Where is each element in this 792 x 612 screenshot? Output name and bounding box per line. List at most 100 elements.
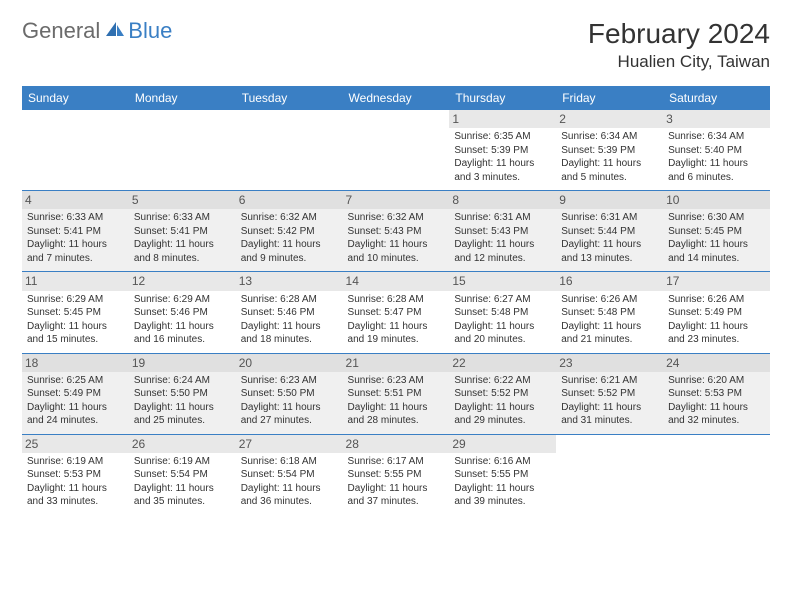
daylight-text: Daylight: 11 hours	[134, 482, 231, 496]
logo-text-blue: Blue	[128, 18, 172, 44]
calendar-table: SundayMondayTuesdayWednesdayThursdayFrid…	[22, 86, 770, 515]
weekday-header: Friday	[556, 86, 663, 110]
day-number: 16	[556, 272, 663, 290]
sunrise-text: Sunrise: 6:29 AM	[134, 293, 231, 307]
day-number: 12	[129, 272, 236, 290]
calendar-week: 11Sunrise: 6:29 AMSunset: 5:45 PMDayligh…	[22, 272, 770, 353]
daylight-text: Daylight: 11 hours	[454, 238, 551, 252]
day-number: 4	[22, 191, 129, 209]
day-number: 11	[22, 272, 129, 290]
sunset-text: Sunset: 5:49 PM	[27, 387, 124, 401]
day-number: 14	[343, 272, 450, 290]
daylight-text: Daylight: 11 hours	[668, 157, 765, 171]
day-number: 22	[449, 354, 556, 372]
calendar-day: 24Sunrise: 6:20 AMSunset: 5:53 PMDayligh…	[663, 353, 770, 434]
daylight-text: Daylight: 11 hours	[348, 320, 445, 334]
sunset-text: Sunset: 5:54 PM	[241, 468, 338, 482]
daylight-text: Daylight: 11 hours	[348, 238, 445, 252]
calendar-day: 23Sunrise: 6:21 AMSunset: 5:52 PMDayligh…	[556, 353, 663, 434]
calendar-day: 4Sunrise: 6:33 AMSunset: 5:41 PMDaylight…	[22, 191, 129, 272]
daylight-text: and 25 minutes.	[134, 414, 231, 428]
sunset-text: Sunset: 5:55 PM	[454, 468, 551, 482]
calendar-day: 19Sunrise: 6:24 AMSunset: 5:50 PMDayligh…	[129, 353, 236, 434]
weekday-header: Sunday	[22, 86, 129, 110]
daylight-text: and 10 minutes.	[348, 252, 445, 266]
month-title: February 2024	[588, 18, 770, 50]
daylight-text: Daylight: 11 hours	[561, 157, 658, 171]
daylight-text: and 35 minutes.	[134, 495, 231, 509]
sunrise-text: Sunrise: 6:33 AM	[134, 211, 231, 225]
sunset-text: Sunset: 5:55 PM	[348, 468, 445, 482]
sunrise-text: Sunrise: 6:21 AM	[561, 374, 658, 388]
day-number: 26	[129, 435, 236, 453]
sunset-text: Sunset: 5:53 PM	[27, 468, 124, 482]
day-number: 7	[343, 191, 450, 209]
daylight-text: Daylight: 11 hours	[348, 401, 445, 415]
calendar-day: 1Sunrise: 6:35 AMSunset: 5:39 PMDaylight…	[449, 110, 556, 191]
sunset-text: Sunset: 5:46 PM	[134, 306, 231, 320]
sunrise-text: Sunrise: 6:19 AM	[134, 455, 231, 469]
daylight-text: and 29 minutes.	[454, 414, 551, 428]
daylight-text: Daylight: 11 hours	[134, 401, 231, 415]
daylight-text: Daylight: 11 hours	[241, 320, 338, 334]
sunset-text: Sunset: 5:46 PM	[241, 306, 338, 320]
daylight-text: Daylight: 11 hours	[134, 238, 231, 252]
calendar-day: 8Sunrise: 6:31 AMSunset: 5:43 PMDaylight…	[449, 191, 556, 272]
daylight-text: and 20 minutes.	[454, 333, 551, 347]
calendar-body: 1Sunrise: 6:35 AMSunset: 5:39 PMDaylight…	[22, 110, 770, 515]
day-number: 8	[449, 191, 556, 209]
day-number: 2	[556, 110, 663, 128]
daylight-text: Daylight: 11 hours	[668, 238, 765, 252]
logo: General Blue	[22, 18, 172, 44]
sunset-text: Sunset: 5:47 PM	[348, 306, 445, 320]
calendar-day-empty	[663, 434, 770, 515]
daylight-text: and 24 minutes.	[27, 414, 124, 428]
calendar-day: 6Sunrise: 6:32 AMSunset: 5:42 PMDaylight…	[236, 191, 343, 272]
sunset-text: Sunset: 5:39 PM	[454, 144, 551, 158]
daylight-text: Daylight: 11 hours	[348, 482, 445, 496]
calendar-week: 18Sunrise: 6:25 AMSunset: 5:49 PMDayligh…	[22, 353, 770, 434]
sunset-text: Sunset: 5:41 PM	[27, 225, 124, 239]
daylight-text: Daylight: 11 hours	[454, 482, 551, 496]
sunrise-text: Sunrise: 6:18 AM	[241, 455, 338, 469]
day-number: 27	[236, 435, 343, 453]
sunrise-text: Sunrise: 6:16 AM	[454, 455, 551, 469]
day-number: 25	[22, 435, 129, 453]
calendar-day: 5Sunrise: 6:33 AMSunset: 5:41 PMDaylight…	[129, 191, 236, 272]
daylight-text: and 18 minutes.	[241, 333, 338, 347]
daylight-text: Daylight: 11 hours	[561, 238, 658, 252]
sunset-text: Sunset: 5:49 PM	[668, 306, 765, 320]
day-number: 17	[663, 272, 770, 290]
sunset-text: Sunset: 5:45 PM	[27, 306, 124, 320]
daylight-text: and 12 minutes.	[454, 252, 551, 266]
sunset-text: Sunset: 5:53 PM	[668, 387, 765, 401]
calendar-day-empty	[236, 110, 343, 191]
calendar-week: 1Sunrise: 6:35 AMSunset: 5:39 PMDaylight…	[22, 110, 770, 191]
sunrise-text: Sunrise: 6:29 AM	[27, 293, 124, 307]
weekday-header: Saturday	[663, 86, 770, 110]
day-number: 24	[663, 354, 770, 372]
calendar-day: 9 Sunrise: 6:31 AMSunset: 5:44 PMDaylight…	[556, 191, 663, 272]
calendar-day: 3Sunrise: 6:34 AMSunset: 5:40 PMDaylight…	[663, 110, 770, 191]
day-number: 9	[556, 191, 663, 209]
sunrise-text: Sunrise: 6:28 AM	[348, 293, 445, 307]
day-number: 23	[556, 354, 663, 372]
sunset-text: Sunset: 5:39 PM	[561, 144, 658, 158]
daylight-text: and 14 minutes.	[668, 252, 765, 266]
calendar-day: 21Sunrise: 6:23 AMSunset: 5:51 PMDayligh…	[343, 353, 450, 434]
sunrise-text: Sunrise: 6:30 AM	[668, 211, 765, 225]
daylight-text: and 16 minutes.	[134, 333, 231, 347]
sunset-text: Sunset: 5:44 PM	[561, 225, 658, 239]
daylight-text: and 28 minutes.	[348, 414, 445, 428]
calendar-day: 17Sunrise: 6:26 AMSunset: 5:49 PMDayligh…	[663, 272, 770, 353]
sunrise-text: Sunrise: 6:31 AM	[561, 211, 658, 225]
daylight-text: and 5 minutes.	[561, 171, 658, 185]
sunrise-text: Sunrise: 6:19 AM	[27, 455, 124, 469]
daylight-text: and 6 minutes.	[668, 171, 765, 185]
daylight-text: Daylight: 11 hours	[241, 482, 338, 496]
sunrise-text: Sunrise: 6:24 AM	[134, 374, 231, 388]
sunrise-text: Sunrise: 6:26 AM	[668, 293, 765, 307]
daylight-text: and 8 minutes.	[134, 252, 231, 266]
calendar-day: 20Sunrise: 6:23 AMSunset: 5:50 PMDayligh…	[236, 353, 343, 434]
weekday-header: Monday	[129, 86, 236, 110]
